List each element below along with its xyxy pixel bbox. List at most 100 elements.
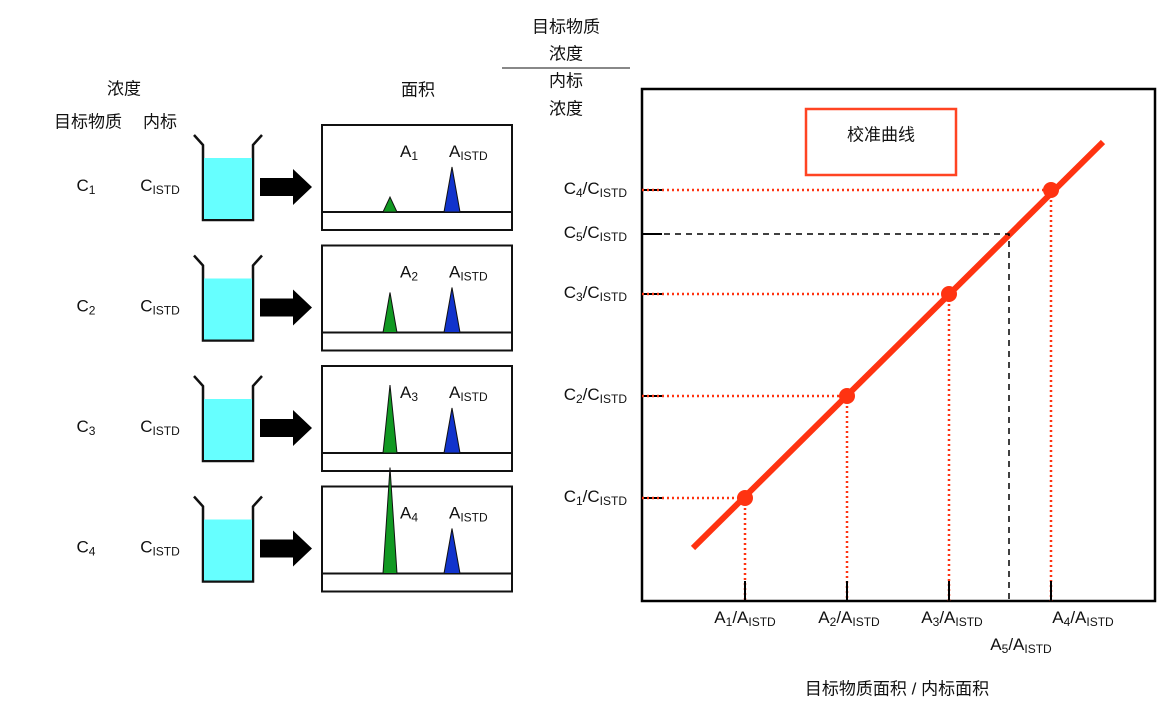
peak-istd-label-part: A xyxy=(449,383,461,402)
fraction-den: 内标 xyxy=(549,71,583,90)
y-label: C2/CISTD xyxy=(564,385,628,406)
x-label-part: ISTD xyxy=(955,615,983,629)
calibration-line xyxy=(690,139,1106,551)
x-label-part: A xyxy=(990,635,1002,654)
peak-istd-label-part: ISTD xyxy=(460,149,488,163)
istd-label: CISTD xyxy=(140,297,180,318)
y-label-part: /C xyxy=(583,283,600,302)
y-label-part: 3 xyxy=(576,290,583,304)
x-label-part: A xyxy=(1052,608,1064,627)
istd-label-part: C xyxy=(140,417,152,436)
header-area: 面积 xyxy=(401,80,435,99)
conc-label-part: 3 xyxy=(89,424,96,438)
peak-istd xyxy=(443,407,461,454)
point xyxy=(737,490,753,506)
x-label: A5/AISTD xyxy=(990,635,1052,656)
conc-label-part: C xyxy=(77,417,89,436)
conc-label-part: 4 xyxy=(89,545,96,559)
x-label: A3/AISTD xyxy=(921,608,983,629)
y-label-part: C xyxy=(564,487,576,506)
peak-label: A4 xyxy=(400,504,418,525)
peak-istd-label: AISTD xyxy=(449,383,488,404)
x-label-part: A xyxy=(818,608,830,627)
point xyxy=(941,286,957,302)
chromatogram xyxy=(321,244,513,352)
y-label-part: 5 xyxy=(576,230,583,244)
peak-istd-label-part: A xyxy=(449,263,461,282)
peak-istd xyxy=(443,166,461,213)
fraction-num: 目标物质 xyxy=(532,17,600,36)
y-label-part: C xyxy=(564,283,576,302)
y-label-part: /C xyxy=(583,179,600,198)
y-label-part: C xyxy=(564,179,576,198)
peak-label-part: 4 xyxy=(411,511,418,525)
istd-label-part: C xyxy=(140,297,152,316)
arrow xyxy=(260,530,312,567)
peak-label-part: 1 xyxy=(411,149,418,163)
conc-label-part: 1 xyxy=(89,183,96,197)
arrow xyxy=(260,289,312,326)
beaker xyxy=(193,375,263,463)
unknown-guide xyxy=(642,233,1010,601)
y-label-part: 2 xyxy=(576,392,583,406)
point xyxy=(839,388,855,404)
peak-target xyxy=(382,292,398,333)
x-label-part: A xyxy=(714,608,726,627)
peak-target xyxy=(382,195,398,213)
x-label-part: /A xyxy=(732,608,749,627)
x-title: 目标物质面积 / 内标面积 xyxy=(805,679,989,698)
peak-label-part: 3 xyxy=(411,390,418,404)
x-label-part: A xyxy=(921,608,933,627)
peak-istd-label-part: ISTD xyxy=(460,270,488,284)
y-label: C3/CISTD xyxy=(564,283,628,304)
y-label-part: 4 xyxy=(576,186,583,200)
beaker xyxy=(193,495,263,583)
fraction-den: 浓度 xyxy=(549,99,583,118)
istd-label-part: ISTD xyxy=(152,545,180,559)
y-label-part: ISTD xyxy=(600,290,628,304)
conc-label-part: 2 xyxy=(89,304,96,318)
istd-label-part: C xyxy=(140,538,152,557)
arrow xyxy=(260,169,312,205)
peak-istd xyxy=(443,528,461,574)
y-label-part: ISTD xyxy=(600,392,628,406)
peak-label-part: 2 xyxy=(411,270,418,284)
conc-label: C2 xyxy=(77,297,96,318)
beaker xyxy=(193,134,263,222)
y-label: C4/CISTD xyxy=(564,179,628,200)
y-label-part: /C xyxy=(583,487,600,506)
liquid xyxy=(204,519,252,581)
peak-istd-label: AISTD xyxy=(449,263,488,284)
x-label: A1/AISTD xyxy=(714,608,776,629)
x-label-part: /A xyxy=(1008,635,1025,654)
x-label-part: ISTD xyxy=(1024,642,1052,656)
peak-label-part: A xyxy=(400,504,412,523)
x-label-part: /A xyxy=(836,608,853,627)
y-label-part: /C xyxy=(583,223,600,242)
peak-istd-label: AISTD xyxy=(449,504,488,525)
conc-label: C4 xyxy=(77,538,96,559)
x-label-part: /A xyxy=(1070,608,1087,627)
y-label-part: ISTD xyxy=(600,230,628,244)
fraction-num: 浓度 xyxy=(549,44,583,63)
conc-label-part: C xyxy=(77,176,89,195)
peak-istd-label-part: ISTD xyxy=(460,511,488,525)
istd-label-part: ISTD xyxy=(152,183,180,197)
peak-istd-label-part: ISTD xyxy=(460,390,488,404)
y-label-part: 1 xyxy=(576,494,583,508)
x-label: A2/AISTD xyxy=(818,608,880,629)
istd-label: CISTD xyxy=(140,538,180,559)
liquid xyxy=(204,278,252,340)
peak-label-part: A xyxy=(400,142,412,161)
y-label: C5/CISTD xyxy=(564,223,628,244)
x-label-part: 1 xyxy=(726,615,733,629)
x-label: A4/AISTD xyxy=(1052,608,1114,629)
plot-frame xyxy=(640,87,1157,603)
conc-label-part: C xyxy=(77,538,89,557)
peak-target xyxy=(382,467,398,574)
arrow xyxy=(260,410,312,446)
header-conc: 浓度 xyxy=(107,79,141,98)
liquid xyxy=(204,399,252,460)
header-target: 目标物质 xyxy=(54,112,122,131)
